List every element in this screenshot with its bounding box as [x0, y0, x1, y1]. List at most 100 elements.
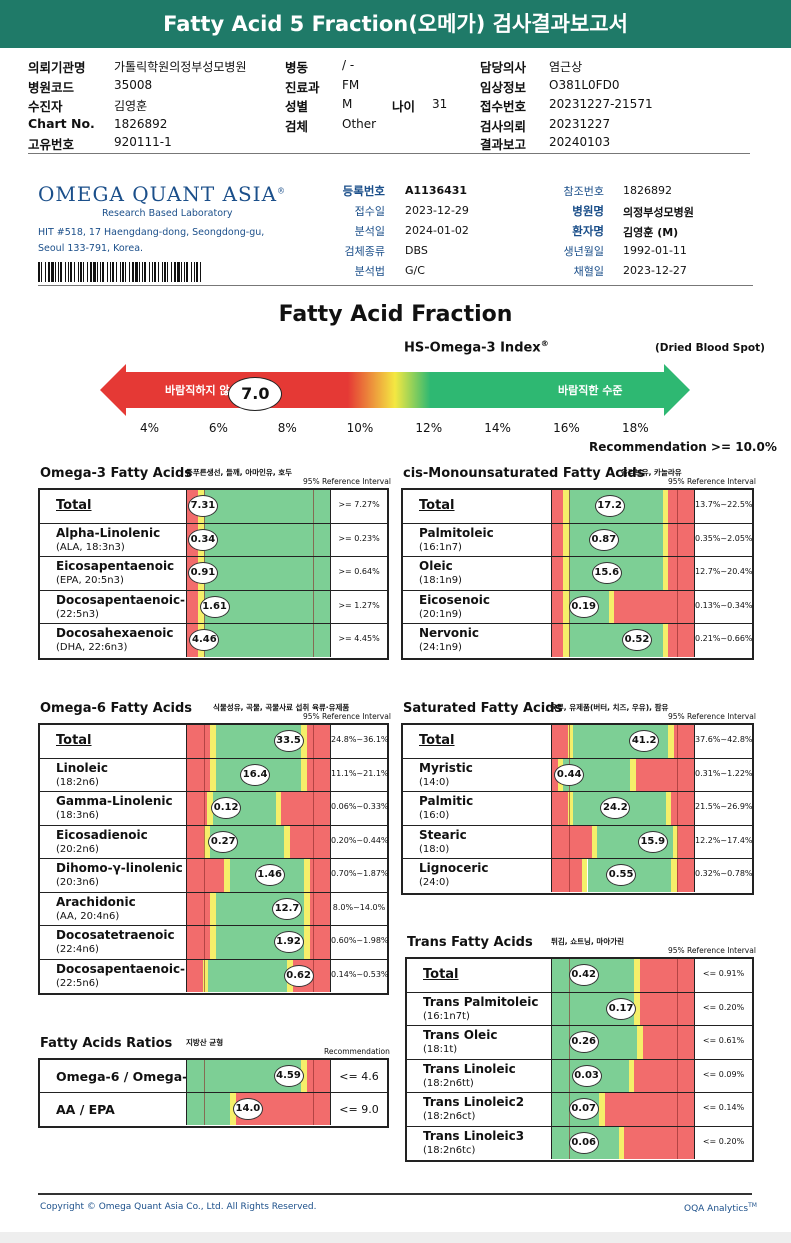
result-value-bubble: 15.9 [637, 830, 668, 853]
barcode-bar [200, 262, 201, 282]
reference-value: 0.60%~1.98% [331, 936, 389, 946]
reference-value: 21.5%~26.9% [695, 802, 753, 812]
row-name: Omega-6 / Omega-3 [56, 1069, 197, 1084]
copyright: Copyright © Omega Quant Asia Co., Ltd. A… [40, 1202, 317, 1212]
bar-segment [668, 725, 675, 758]
bar-segment [662, 523, 669, 556]
lab-address: HIT #518, 17 Haengdang-dong, Seongdong-g… [38, 227, 265, 254]
bar-segment [229, 1093, 236, 1125]
result-value-bubble: 16.4 [240, 763, 271, 786]
row-name: Total [419, 733, 455, 748]
header-key: 결과보고 [480, 137, 527, 152]
header-key: 고유번호 [28, 137, 75, 152]
result-value-bubble: 0.27 [208, 830, 239, 853]
bar-segment [662, 490, 669, 523]
barcode-bar [51, 262, 54, 282]
gauge-tick-label: 16% [553, 421, 580, 435]
patient-info-key: 등록번호 [342, 184, 385, 198]
bar-segment [187, 825, 205, 858]
bar-segment [204, 825, 210, 858]
bar-guide-line [676, 959, 678, 992]
barcode [38, 262, 203, 282]
barcode-bar [149, 262, 150, 282]
reference-value: 13.7%~22.5% [695, 500, 753, 510]
result-bar: 0.62 [186, 959, 331, 992]
patient-info-key: 환자명 [572, 224, 604, 238]
bar-segment [676, 859, 694, 892]
row-name: Dihomo-γ-linolenic [56, 861, 183, 875]
barcode-bar [55, 262, 56, 282]
reference-value: <= 9.0 [339, 1103, 379, 1116]
barcode-bar [80, 262, 82, 282]
patient-info-value: 김영훈 (M) [623, 226, 679, 239]
report-title: Fatty Acid 5 Fraction(오메가) 검사결과보고서 [0, 0, 791, 48]
bar-segment [668, 624, 694, 657]
table-row: Trans Linoleic2 (18:2n6ct) 0.07 <= 0.14% [407, 1093, 752, 1127]
row-name: Trans Oleic [423, 1028, 498, 1042]
bar-guide-line [676, 1059, 678, 1092]
patient-info-value: 2024-01-02 [405, 224, 469, 237]
bar-segment [204, 557, 330, 590]
barcode-bar [194, 262, 195, 282]
reference-interval-label: 95% Reference Interval [303, 477, 391, 486]
panel-subtitle: 튀김, 쇼트닝, 마아가린 [551, 937, 625, 946]
bar-segment [668, 523, 694, 556]
barcode-bar [191, 262, 192, 282]
bar-segment [224, 859, 230, 892]
result-bar: 1.61 [186, 590, 331, 623]
barcode-bar [83, 262, 84, 282]
bar-guide-line [204, 758, 206, 791]
bar-guide-line [569, 523, 571, 556]
result-value-bubble: 0.34 [187, 528, 218, 551]
patient-info-value: 1992-01-11 [623, 244, 687, 257]
result-value-bubble: 41.2 [629, 730, 660, 753]
bar-segment [591, 825, 598, 858]
result-bar: 0.44 [551, 758, 695, 791]
row-name: Docosahexaenoic [56, 626, 174, 640]
result-value-bubble: 1.46 [254, 864, 285, 887]
row-name: Total [419, 498, 455, 513]
header-value: 김영훈 [114, 99, 148, 113]
patient-info-value: A1136431 [405, 184, 468, 197]
main-title: Fatty Acid Fraction [278, 302, 513, 327]
header-divider [28, 153, 750, 154]
table-row: Trans Linoleic3 (18:2n6tc) 0.06 <= 0.20% [407, 1126, 752, 1161]
reference-value: 0.20%~0.44% [331, 835, 389, 845]
result-value-bubble: 0.52 [621, 629, 652, 652]
reference-value: <= 0.09% [702, 1069, 745, 1079]
row-sub-label: (18:2n6tc) [423, 1144, 476, 1156]
bar-segment [187, 792, 208, 825]
panel-table-omega6: Total 33.5 24.8%~36.1% Linoleic (18:2n6) 16.4… [38, 723, 389, 995]
bar-segment [307, 1060, 330, 1092]
bar-guide-line [676, 792, 678, 825]
result-bar: 0.42 [551, 959, 695, 992]
table-row: Eicosapentaenoic (EPA, 20:5n3) 0.91 >= 0.64… [40, 557, 387, 591]
bar-segment [662, 557, 669, 590]
bar-segment [552, 624, 564, 657]
barcode-bar [110, 262, 111, 282]
bar-guide-line [312, 557, 314, 590]
row-name: Total [56, 733, 92, 748]
reference-value: >= 0.64% [338, 567, 380, 577]
row-name: AA / EPA [56, 1102, 115, 1117]
header-value: FM [342, 78, 360, 92]
barcode-bar [74, 262, 75, 282]
bar-segment [187, 926, 210, 959]
reference-value: <= 0.20% [702, 1136, 745, 1146]
bar-segment [563, 624, 570, 657]
panel-subtitle: 식물성유, 곡물, 곡물사료 섭취 육류·유제품 [213, 703, 350, 712]
row-name: Trans Palmitoleic [423, 994, 539, 1009]
bar-segment [209, 926, 216, 959]
row-name: Lignoceric [419, 861, 489, 875]
row-name: Gamma-Linolenic [56, 794, 173, 808]
barcode-bar [87, 262, 88, 282]
row-sub-label: (18:2n6tt) [423, 1077, 474, 1089]
reference-value: <= 0.20% [702, 1002, 745, 1012]
bar-guide-line [569, 490, 571, 523]
result-bar: 1.46 [186, 859, 331, 892]
header-value: M [342, 97, 353, 111]
bar-segment [552, 825, 592, 858]
barcode-bar [41, 262, 42, 282]
barcode-bar [90, 262, 92, 282]
patient-info-key: 분석법 [354, 265, 385, 278]
